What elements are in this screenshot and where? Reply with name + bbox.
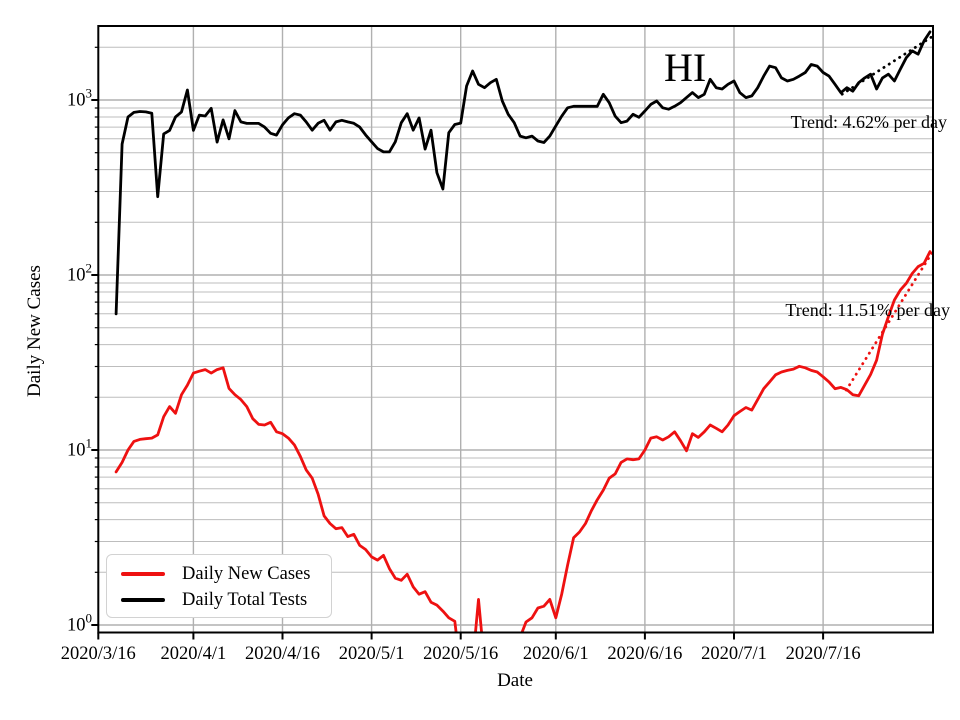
legend-label: Daily Total Tests: [182, 589, 308, 610]
y-tick-label: 102: [67, 261, 92, 286]
y-tick-label: 100: [67, 611, 92, 636]
axis-ticks: [91, 46, 825, 640]
legend-item-daily-total-tests: Daily Total Tests: [121, 587, 317, 613]
y-tick-label: 103: [67, 86, 92, 111]
x-tick-label: 2020/3/16: [61, 644, 136, 664]
x-tick-label: 2020/5/16: [423, 644, 498, 664]
x-tick-label: 2020/6/1: [523, 644, 589, 664]
tests-trend-label: Trend: 4.62% per day: [790, 112, 947, 132]
y-tick-label: 101: [67, 436, 92, 461]
legend-line-swatch-cases: [121, 572, 165, 576]
x-tick-label: 2020/7/16: [786, 644, 861, 664]
x-axis-label: Date: [497, 670, 533, 691]
legend-label: Daily New Cases: [182, 563, 311, 584]
plot-spine: [97, 25, 935, 634]
y-axis-label: Daily New Cases: [24, 265, 45, 397]
x-tick-label: 2020/5/1: [339, 644, 405, 664]
series-line-daily-new-cases: [114, 250, 932, 633]
cases-trend-label: Trend: 11.51% per day: [785, 300, 950, 320]
trend-line-tests-trend: [840, 34, 934, 96]
plot-title: HI: [664, 45, 707, 90]
legend-item-daily-new-cases: Daily New Cases: [121, 561, 317, 587]
legend: Daily New Cases Daily Total Tests: [106, 554, 332, 618]
legend-line-swatch-tests: [121, 598, 165, 602]
x-tick-label: 2020/4/16: [245, 644, 320, 664]
x-tick-label: 2020/6/16: [607, 644, 682, 664]
series-line-daily-total-tests: [114, 30, 932, 316]
x-tick-label: 2020/4/1: [161, 644, 227, 664]
x-tick-label: 2020/7/1: [701, 644, 767, 664]
minor-gridlines: [98, 46, 933, 573]
